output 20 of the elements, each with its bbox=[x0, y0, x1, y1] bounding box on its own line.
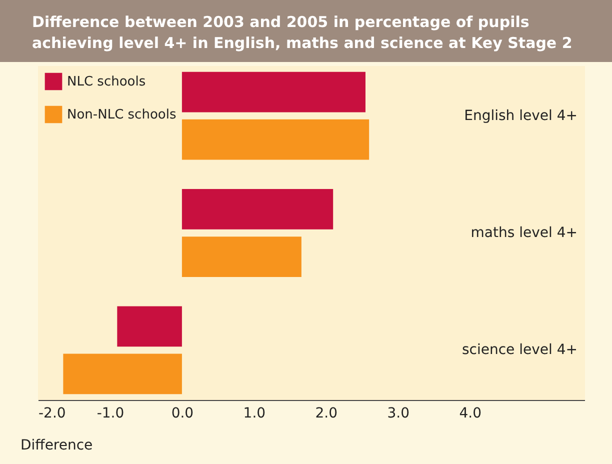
bar bbox=[63, 354, 182, 394]
bar bbox=[182, 189, 334, 230]
x-tick-label: 1.0 bbox=[243, 406, 266, 422]
legend-label: Non-NLC schools bbox=[67, 108, 176, 122]
y-tick-label: English level 4+ bbox=[464, 108, 578, 124]
x-tick-label: -1.0 bbox=[96, 406, 124, 422]
x-tick-label: 3.0 bbox=[387, 406, 410, 422]
chart-title: Difference between 2003 and 2005 in percentage of pupils achieving level 4+ in English, maths and science at Key Stage 2 bbox=[0, 0, 612, 62]
legend-label: NLC schools bbox=[67, 74, 146, 90]
bar bbox=[182, 119, 370, 160]
x-tick-label: -2.0 bbox=[38, 406, 66, 422]
bar bbox=[117, 306, 182, 347]
x-axis-title: Difference bbox=[20, 438, 93, 454]
x-tick-label: 4.0 bbox=[459, 406, 482, 422]
y-tick-label: science level 4+ bbox=[462, 342, 578, 358]
bar bbox=[182, 72, 366, 112]
y-tick-label: maths level 4+ bbox=[470, 225, 578, 241]
x-tick-label: 0.0 bbox=[171, 406, 194, 422]
x-tick-label: 2.0 bbox=[315, 406, 338, 422]
bar bbox=[182, 236, 302, 277]
